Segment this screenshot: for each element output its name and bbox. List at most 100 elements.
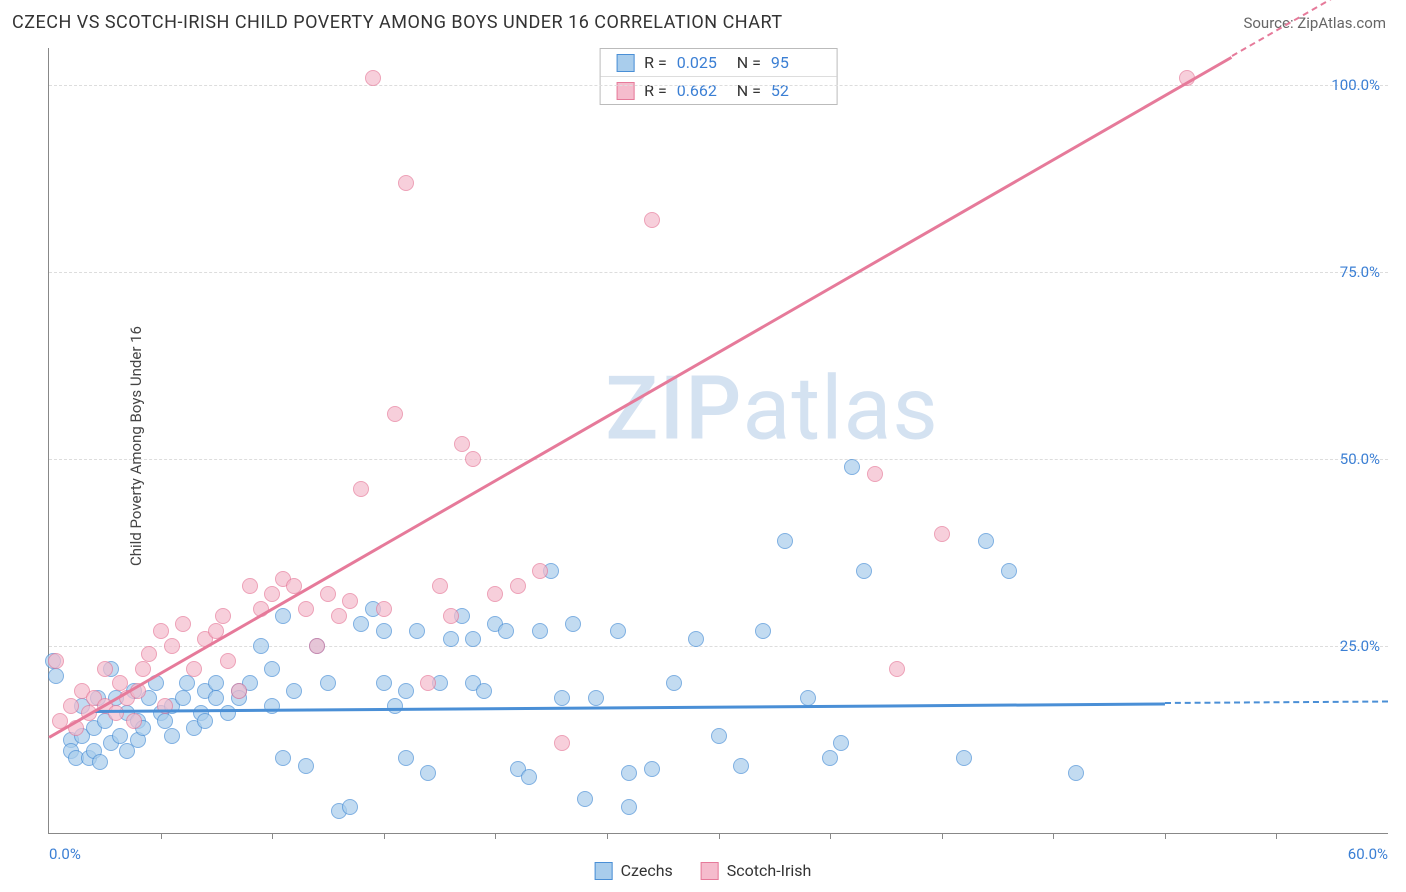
data-point-czechs <box>220 705 236 721</box>
data-point-scotch-irish <box>889 661 905 677</box>
data-point-czechs <box>179 675 195 691</box>
data-point-scotch-irish <box>387 406 403 422</box>
watermark: ZIPatlas <box>605 358 939 461</box>
data-point-czechs <box>398 683 414 699</box>
data-point-scotch-irish <box>135 661 151 677</box>
y-tick-label: 100.0% <box>1331 76 1380 94</box>
legend-item-scotch-irish: Scotch-Irish <box>701 861 812 880</box>
data-point-scotch-irish <box>63 698 79 714</box>
data-point-czechs <box>554 690 570 706</box>
data-point-scotch-irish <box>112 675 128 691</box>
scotch-irish-swatch-icon <box>701 862 719 880</box>
data-point-scotch-irish <box>487 586 503 602</box>
data-point-scotch-irish <box>420 675 436 691</box>
data-point-czechs <box>621 799 637 815</box>
data-point-scotch-irish <box>298 601 314 617</box>
data-point-scotch-irish <box>264 586 280 602</box>
scotch-irish-swatch-icon <box>616 82 634 100</box>
x-tick <box>942 833 943 839</box>
data-point-czechs <box>376 623 392 639</box>
data-point-czechs <box>275 608 291 624</box>
data-point-czechs <box>755 623 771 639</box>
legend-r-value-czechs: 0.025 <box>677 53 727 72</box>
data-point-scotch-irish <box>432 578 448 594</box>
legend-row-scotch-irish: R = 0.662 N = 52 <box>600 76 837 104</box>
data-point-czechs <box>387 698 403 714</box>
data-point-scotch-irish <box>331 608 347 624</box>
data-point-scotch-irish <box>309 638 325 654</box>
data-point-scotch-irish <box>934 526 950 542</box>
data-point-czechs <box>164 728 180 744</box>
data-point-scotch-irish <box>320 586 336 602</box>
data-point-czechs <box>476 683 492 699</box>
data-point-scotch-irish <box>443 608 459 624</box>
data-point-czechs <box>833 735 849 751</box>
data-point-scotch-irish <box>126 713 142 729</box>
gridline <box>49 646 1388 647</box>
x-tick <box>1165 833 1166 839</box>
data-point-czechs <box>621 765 637 781</box>
source-attribution: Source: ZipAtlas.com <box>1243 14 1386 32</box>
x-tick <box>719 833 720 839</box>
data-point-czechs <box>264 661 280 677</box>
data-point-czechs <box>175 690 191 706</box>
series-legend: Czechs Scotch-Irish <box>595 861 812 880</box>
legend-item-czechs: Czechs <box>595 861 673 880</box>
data-point-czechs <box>420 765 436 781</box>
legend-r-label: R = <box>644 81 667 100</box>
legend-row-czechs: R = 0.025 N = 95 <box>600 49 837 76</box>
y-tick-label: 75.0% <box>1340 263 1380 281</box>
x-tick <box>495 833 496 839</box>
trend-line-czechs <box>94 702 1165 712</box>
czechs-swatch-icon <box>595 862 613 880</box>
x-tick <box>1276 833 1277 839</box>
data-point-czechs <box>112 728 128 744</box>
data-point-czechs <box>498 623 514 639</box>
data-point-scotch-irish <box>153 623 169 639</box>
data-point-scotch-irish <box>97 661 113 677</box>
data-point-scotch-irish <box>242 578 258 594</box>
data-point-scotch-irish <box>554 735 570 751</box>
data-point-scotch-irish <box>48 653 64 669</box>
data-point-czechs <box>711 728 727 744</box>
data-point-czechs <box>577 791 593 807</box>
data-point-czechs <box>688 631 704 647</box>
legend-n-value-czechs: 95 <box>771 53 821 72</box>
x-tick <box>384 833 385 839</box>
correlation-legend: R = 0.025 N = 95 R = 0.662 N = 52 <box>599 48 838 105</box>
data-point-scotch-irish <box>220 653 236 669</box>
czechs-swatch-icon <box>616 54 634 72</box>
data-point-scotch-irish <box>353 481 369 497</box>
data-point-scotch-irish <box>175 616 191 632</box>
data-point-czechs <box>157 713 173 729</box>
data-point-czechs <box>342 799 358 815</box>
legend-n-label: N = <box>737 81 761 100</box>
data-point-scotch-irish <box>365 70 381 86</box>
data-point-scotch-irish <box>465 451 481 467</box>
data-point-czechs <box>588 690 604 706</box>
x-tick <box>607 833 608 839</box>
legend-r-label: R = <box>644 53 667 72</box>
data-point-czechs <box>978 533 994 549</box>
trend-line-extrap-czechs <box>1165 701 1388 704</box>
data-point-scotch-irish <box>231 683 247 699</box>
scatter-chart: R = 0.025 N = 95 R = 0.662 N = 52 ZIPatl… <box>48 48 1388 834</box>
y-tick-label: 25.0% <box>1340 637 1380 655</box>
data-point-czechs <box>1068 765 1084 781</box>
data-point-czechs <box>1001 563 1017 579</box>
data-point-czechs <box>208 690 224 706</box>
data-point-czechs <box>856 563 872 579</box>
data-point-scotch-irish <box>644 212 660 228</box>
legend-n-label: N = <box>737 53 761 72</box>
data-point-scotch-irish <box>867 466 883 482</box>
data-point-czechs <box>208 675 224 691</box>
legend-label-czechs: Czechs <box>621 861 673 880</box>
data-point-scotch-irish <box>141 646 157 662</box>
data-point-czechs <box>844 459 860 475</box>
data-point-czechs <box>532 623 548 639</box>
data-point-scotch-irish <box>510 578 526 594</box>
data-point-scotch-irish <box>186 661 202 677</box>
x-tick <box>1053 833 1054 839</box>
data-point-scotch-irish <box>164 638 180 654</box>
data-point-czechs <box>610 623 626 639</box>
